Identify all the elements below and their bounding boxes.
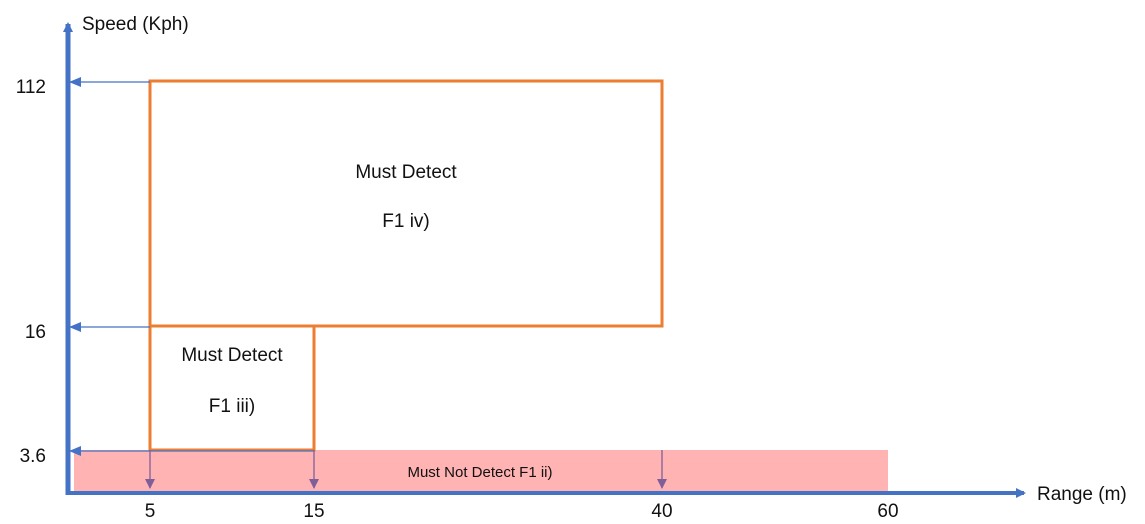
x-axis-title: Range (m) [1037, 484, 1127, 505]
must-detect-f1-iii-code: F1 iii) [209, 396, 255, 417]
y-tick-3-6: 3.6 [20, 446, 46, 467]
must-detect-f1-iv-zone [148, 79, 664, 328]
y-tick-112: 112 [16, 77, 46, 98]
x-tick-15: 15 [303, 501, 324, 522]
x-tick-40: 40 [651, 501, 672, 522]
must-detect-f1-iv-code: F1 iv) [382, 211, 430, 232]
y-axis-title: Speed (Kph) [82, 14, 189, 35]
must-detect-f1-iii-zone [148, 324, 316, 452]
must-not-detect-zone [74, 450, 888, 493]
x-tick-60: 60 [877, 501, 898, 522]
must-detect-f1-iv-title: Must Detect [355, 162, 457, 183]
x-tick-5: 5 [145, 501, 156, 522]
must-detect-f1-iii-title: Must Detect [181, 345, 283, 366]
must-not-detect-label: Must Not Detect F1 ii) [407, 464, 552, 481]
y-tick-16: 16 [25, 322, 46, 343]
